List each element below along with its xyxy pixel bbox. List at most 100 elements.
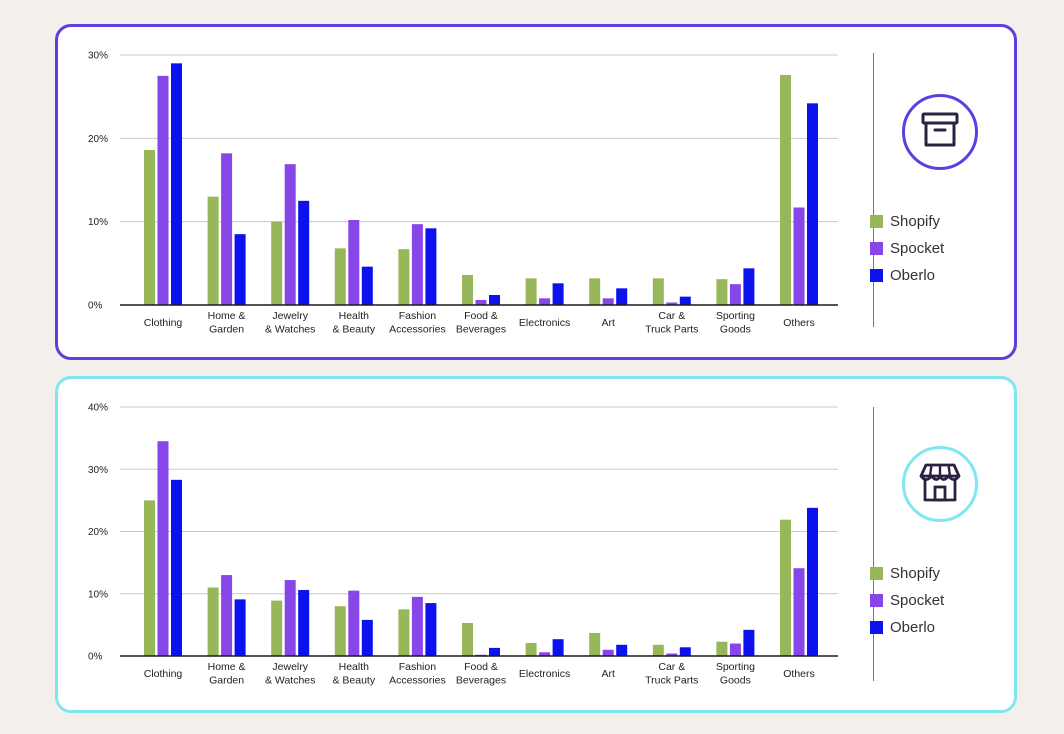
bar-shopify [780, 75, 791, 305]
bar-spocket [157, 441, 169, 656]
x-tick-label: Fashion [399, 661, 437, 673]
bar-shopify [334, 606, 346, 656]
bar-shopify [271, 600, 283, 656]
bar-spocket [793, 207, 805, 305]
legend-swatch [870, 621, 883, 634]
bar-spocket [411, 596, 423, 656]
x-tick-label: Clothing [144, 317, 183, 329]
bar-shopify [780, 519, 791, 656]
y-tick-label: 20% [88, 134, 108, 145]
bar-oberlo [679, 296, 691, 305]
legend-swatch [870, 269, 883, 282]
bar-shopify [144, 150, 155, 305]
x-tick-label: & Watches [265, 324, 315, 336]
bar-spocket [475, 300, 487, 305]
bar-oberlo [552, 639, 564, 656]
y-tick-label: 0% [88, 301, 103, 312]
y-tick-label: 40% [88, 403, 108, 414]
bar-shopify [207, 196, 219, 305]
bar-shopify [525, 278, 537, 305]
x-tick-label: Accessories [389, 675, 446, 687]
bar-oberlo [171, 63, 182, 306]
x-tick-label: Jewelry [272, 310, 308, 322]
x-tick-label: Sporting [716, 661, 755, 673]
x-tick-label: Home & [208, 310, 246, 322]
x-tick-label: Food & [464, 661, 498, 673]
bar-oberlo [489, 647, 500, 656]
legend-swatch [870, 567, 883, 580]
legend-label: Shopify [890, 565, 941, 582]
x-tick-label: Art [601, 317, 615, 329]
legend: Shopify Spocket Oberlo [870, 208, 980, 289]
y-tick-label: 10% [88, 217, 108, 228]
bar-shopify [271, 221, 283, 305]
x-tick-label: Goods [720, 675, 751, 687]
x-tick-label: Car & [658, 310, 685, 322]
x-tick-label: Art [601, 668, 615, 680]
x-tick-label: Food & [464, 310, 498, 322]
bar-oberlo [361, 619, 373, 656]
x-tick-label: Others [783, 668, 815, 680]
bar-shopify [398, 249, 410, 305]
bar-oberlo [425, 603, 437, 656]
bar-spocket [602, 298, 614, 305]
bar-oberlo [743, 268, 755, 305]
bar-shopify [207, 587, 219, 656]
legend-label: Shopify [890, 213, 941, 230]
bar-spocket [666, 653, 678, 656]
x-tick-label: Home & [208, 661, 246, 673]
bar-spocket [348, 220, 360, 305]
bar-spocket [348, 590, 360, 656]
bar-shopify [525, 642, 537, 656]
x-tick-label: Clothing [144, 668, 183, 680]
x-tick-label: & Watches [265, 675, 315, 687]
x-tick-label: Electronics [519, 317, 570, 329]
chart-panel-top: 0% 10% 20% 30% Clothing Home & Garden Jewelry & … [55, 24, 1017, 360]
bar-shopify [716, 279, 728, 305]
bar-shopify [652, 278, 664, 305]
bar-oberlo [489, 295, 500, 305]
y-tick-label: 20% [88, 527, 108, 538]
bar-spocket [539, 298, 551, 305]
bar-spocket [729, 643, 741, 656]
bar-oberlo [743, 629, 755, 656]
legend-item-spocket: Spocket [870, 235, 980, 262]
legend-label: Oberlo [890, 619, 936, 636]
x-tick-label: Beverages [456, 324, 506, 336]
bar-spocket [793, 568, 805, 656]
storefront-icon [918, 460, 962, 509]
bar-shopify [334, 248, 346, 305]
legend-item-shopify: Shopify [870, 208, 980, 235]
bar-spocket [284, 164, 296, 305]
bar-oberlo [616, 644, 628, 656]
chart-panel-bottom: 0% 10% 20% 30% 40% Clothing Home & Garden Jewelr… [55, 376, 1017, 713]
bar-shopify [462, 623, 473, 656]
legend: Shopify Spocket Oberlo [870, 560, 980, 641]
legend-swatch [870, 242, 883, 255]
bar-shopify [144, 500, 155, 656]
bar-oberlo [807, 103, 818, 305]
x-tick-label: Truck Parts [645, 675, 698, 687]
bar-chart-top: 0% 10% 20% 30% Clothing Home & Garden Jewelry & … [88, 51, 838, 336]
legend-divider [873, 407, 874, 681]
legend-label: Spocket [890, 592, 945, 609]
bar-spocket [284, 580, 296, 656]
x-tick-label: & Beauty [332, 324, 375, 336]
bar-oberlo [425, 228, 437, 305]
legend-divider [873, 53, 874, 327]
bar-spocket [666, 302, 678, 305]
legend-item-spocket: Spocket [870, 587, 980, 614]
bar-oberlo [298, 590, 310, 656]
store-badge [902, 446, 978, 522]
bar-shopify [716, 641, 728, 656]
x-tick-label: Jewelry [272, 661, 308, 673]
bar-spocket [411, 224, 423, 305]
bar-oberlo [361, 266, 373, 305]
bar-shopify [462, 275, 473, 305]
archive-badge [902, 94, 978, 170]
bar-shopify [589, 278, 601, 305]
x-tick-label: Truck Parts [645, 324, 698, 336]
bar-shopify [589, 632, 601, 656]
bar-oberlo [298, 200, 310, 305]
y-tick-label: 30% [88, 51, 108, 62]
